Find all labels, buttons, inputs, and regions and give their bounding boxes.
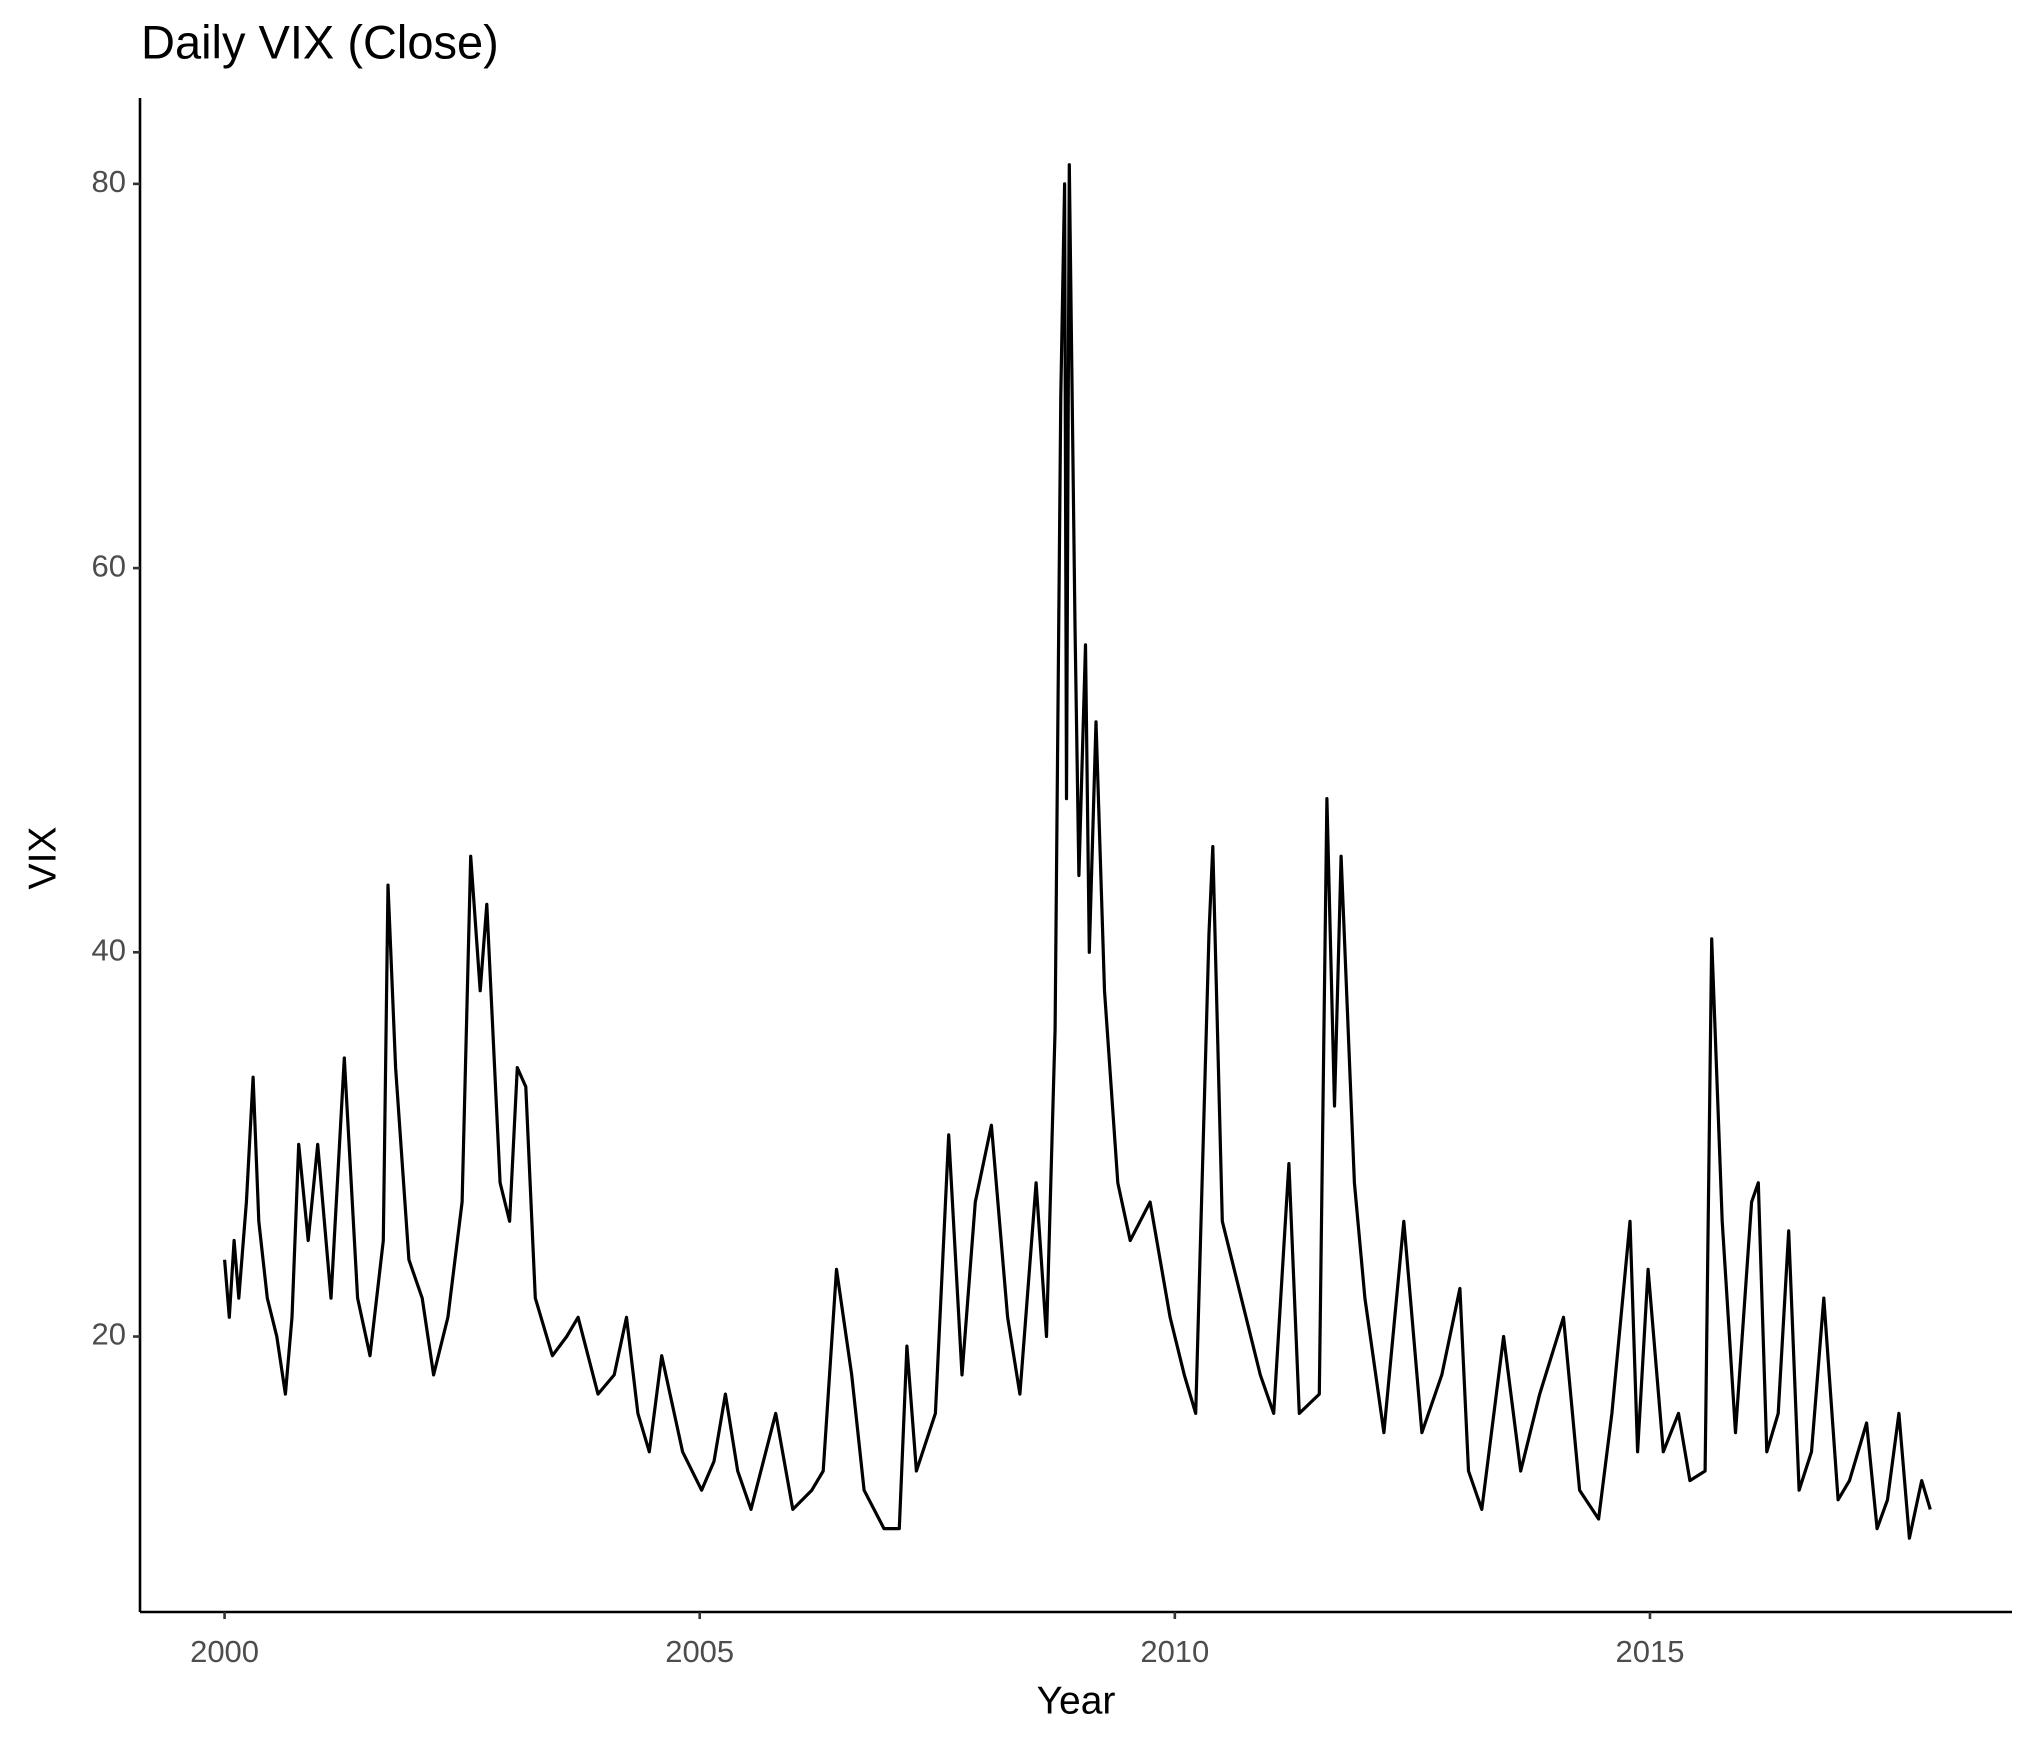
y-tick-label: 80 [92,164,126,199]
x-tick-label: 2015 [1615,1634,1684,1669]
x-tick-label: 2000 [190,1634,259,1669]
chart-title: Daily VIX (Close) [141,15,499,68]
y-axis-title: VIX [21,827,64,890]
x-tick-label: 2005 [665,1634,734,1669]
x-axis-title: Year [1037,1679,1116,1722]
y-tick-label: 40 [92,932,126,967]
vix-line [223,163,1932,1540]
x-tick-label: 2010 [1140,1634,1209,1669]
y-tick-label: 20 [92,1317,126,1352]
y-tick-label: 60 [92,548,126,583]
